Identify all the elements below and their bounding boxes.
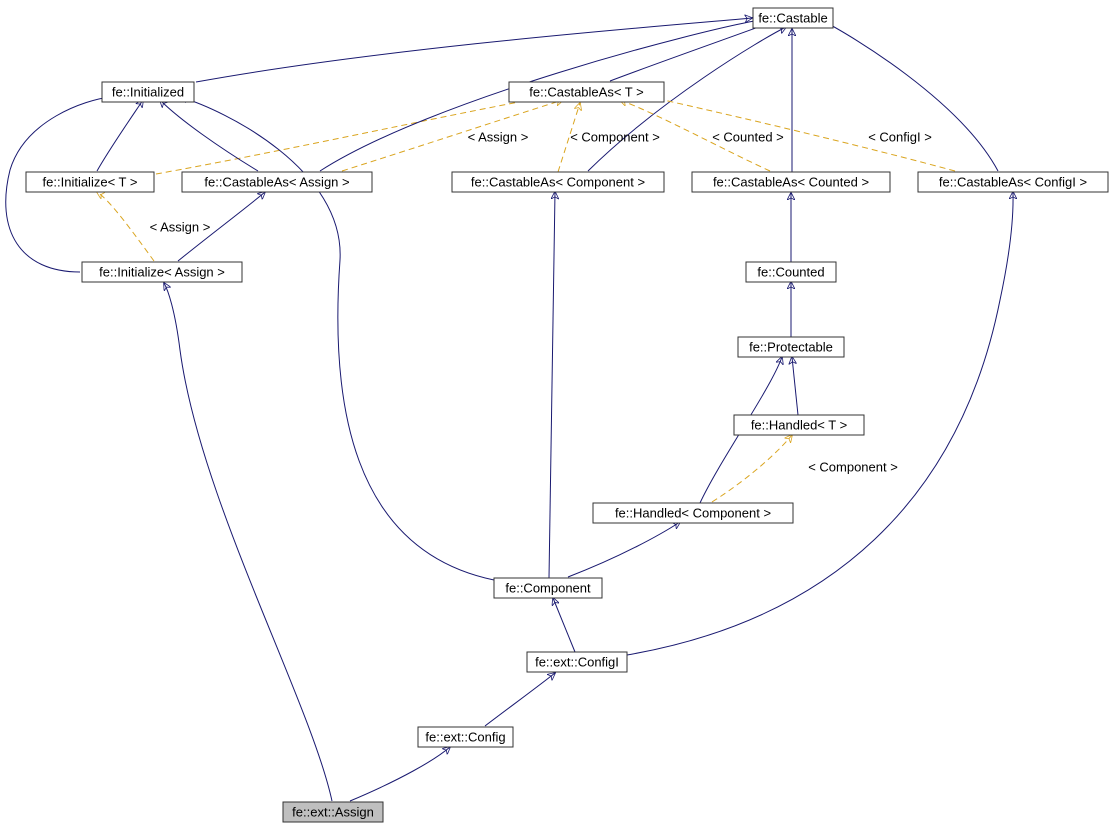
class-node-initializeAssign[interactable]: fe::Initialize< Assign > [82, 262, 242, 282]
class-node-initialized[interactable]: fe::Initialized [102, 82, 194, 102]
class-node-label: fe::Protectable [749, 339, 833, 354]
class-node-castableAsConfigI[interactable]: fe::CastableAs< ConfigI > [918, 172, 1108, 192]
edge [549, 192, 555, 578]
edge-label: < Component > [570, 129, 660, 144]
class-node-castableAsAssign[interactable]: fe::CastableAs< Assign > [182, 172, 372, 192]
class-node-extConfigI[interactable]: fe::ext::ConfigI [527, 652, 627, 672]
class-node-label: fe::CastableAs< Component > [471, 174, 645, 189]
edge [350, 747, 450, 801]
edge [164, 283, 332, 801]
class-node-label: fe::Initialize< T > [43, 174, 138, 189]
class-node-label: fe::CastableAs< Assign > [204, 174, 349, 189]
edge-label: < Component > [808, 459, 898, 474]
class-node-castableAsT[interactable]: fe::CastableAs< T > [509, 82, 664, 102]
class-node-label: fe::Component [505, 580, 591, 595]
class-node-extAssign[interactable]: fe::ext::Assign [283, 802, 383, 822]
edge [97, 192, 154, 261]
class-node-label: fe::Castable [758, 10, 827, 25]
edge [485, 673, 555, 726]
edge [553, 598, 575, 652]
edge [196, 18, 752, 82]
class-node-label: fe::Initialized [112, 84, 184, 99]
edge [825, 22, 998, 171]
edge [160, 100, 258, 171]
class-node-extConfig[interactable]: fe::ext::Config [418, 727, 513, 747]
edge-label: < Assign > [468, 129, 529, 144]
class-node-label: fe::ext::Config [425, 729, 505, 744]
class-node-initializeT[interactable]: fe::Initialize< T > [26, 172, 154, 192]
class-node-handledComponent[interactable]: fe::Handled< Component > [593, 503, 793, 523]
class-node-label: fe::CastableAs< Counted > [713, 174, 869, 189]
class-node-label: fe::Handled< T > [751, 417, 847, 432]
class-node-protectable[interactable]: fe::Protectable [738, 337, 844, 357]
class-node-label: fe::CastableAs< ConfigI > [939, 174, 1087, 189]
class-node-label: fe::ext::Assign [292, 804, 374, 819]
edge [342, 100, 563, 171]
class-node-label: fe::CastableAs< T > [529, 84, 643, 99]
edge-label: < Assign > [150, 219, 211, 234]
edge [792, 357, 798, 415]
class-node-castable[interactable]: fe::Castable [753, 8, 833, 28]
class-node-handledT[interactable]: fe::Handled< T > [734, 415, 864, 435]
edge [610, 21, 775, 81]
class-node-label: fe::Counted [757, 264, 824, 279]
edge-label: < ConfigI > [868, 129, 932, 144]
class-node-castableAsComponent[interactable]: fe::CastableAs< Component > [452, 172, 664, 192]
edge [568, 522, 680, 577]
class-node-component[interactable]: fe::Component [494, 578, 602, 598]
class-node-label: fe::Handled< Component > [615, 505, 771, 520]
edge-label: < Counted > [712, 129, 784, 144]
class-node-label: fe::Initialize< Assign > [99, 264, 225, 279]
class-hierarchy-graph: < Assign > < Assign > < Component > < Count… [0, 0, 1116, 837]
edge [97, 100, 143, 171]
class-node-label: fe::ext::ConfigI [535, 654, 619, 669]
class-node-counted[interactable]: fe::Counted [746, 262, 836, 282]
edge [180, 97, 494, 580]
class-node-castableAsCounted[interactable]: fe::CastableAs< Counted > [692, 172, 890, 192]
edge [712, 435, 792, 502]
